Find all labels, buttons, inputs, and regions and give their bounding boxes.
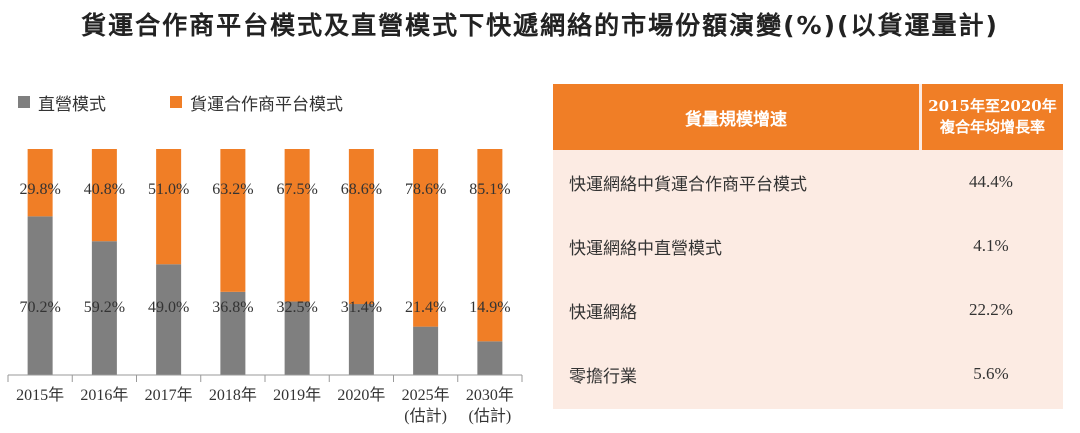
bar-platform: [27, 149, 53, 217]
data-label-platform: 29.8%: [19, 181, 60, 198]
data-label-direct: 21.4%: [405, 299, 446, 316]
table-row: 快運網絡 22.2%: [553, 278, 1063, 342]
bar-platform: [413, 149, 439, 327]
x-tick-label: 2015年: [16, 386, 64, 404]
x-tick-note: (估計): [404, 407, 447, 425]
data-label-direct: 14.9%: [469, 299, 510, 316]
chart-title: 貨運合作商平台模式及直營模式下快遞網絡的市場份額演變(%)(以貨運量計): [81, 11, 999, 40]
bar-platform: [348, 149, 374, 305]
bar-direct: [156, 264, 182, 375]
legend-label-direct: 直營模式: [38, 94, 106, 115]
table-row-value: 4.1%: [973, 236, 1009, 255]
table-header-left: 貨量規模增速: [553, 84, 919, 150]
legend-swatch-platform: [170, 96, 182, 108]
bar-direct: [220, 291, 246, 375]
bar-direct: [91, 241, 117, 375]
data-label-platform: 68.6%: [341, 181, 382, 198]
bar-platform: [91, 149, 117, 242]
bar-direct: [413, 326, 439, 375]
table-header-right-line1: 2015年至2020年: [928, 97, 1057, 115]
table-row-value: 44.4%: [969, 172, 1013, 191]
table-row: 快運網絡中貨運合作商平台模式 44.4%: [553, 150, 1063, 214]
x-tick-label: 2030年: [466, 386, 514, 404]
legend-item-direct: 直營模式: [18, 90, 106, 115]
legend: 直營模式 貨運合作商平台模式: [18, 88, 407, 116]
data-label-direct: 32.5%: [276, 299, 317, 316]
x-tick-label: 2020年: [337, 386, 385, 404]
bar-direct: [284, 301, 310, 375]
table-row: 零擔行業 5.6%: [553, 342, 1063, 406]
bar-platform: [220, 149, 246, 292]
x-tick-note: (估計): [469, 407, 512, 425]
data-label-platform: 51.0%: [148, 181, 189, 198]
stacked-bar-chart: 29.8% 70.2% 2015年 40.8% 59.2% 2016年 51.0% 49.0%…: [7, 149, 523, 425]
table-row-label: 快運網絡: [569, 302, 637, 323]
bar-direct: [348, 304, 374, 375]
bar-direct: [27, 216, 53, 375]
x-tick-label: 2018年: [209, 386, 257, 404]
bar-direct: [477, 341, 503, 375]
data-label-platform: 63.2%: [212, 181, 253, 198]
data-label-platform: 40.8%: [84, 181, 125, 198]
bar-platform: [477, 149, 503, 342]
legend-label-platform: 貨運合作商平台模式: [190, 94, 343, 115]
table-row: 快運網絡中直營模式 4.1%: [553, 214, 1063, 278]
legend-swatch-direct: [18, 96, 30, 108]
table-row-value: 22.2%: [969, 300, 1013, 319]
x-tick-label: 2025年: [402, 386, 450, 404]
table-row-label: 快運網絡中直營模式: [569, 238, 722, 259]
data-label-direct: 70.2%: [19, 299, 60, 316]
table-row-value: 5.6%: [973, 364, 1009, 383]
data-label-direct: 31.4%: [341, 299, 382, 316]
x-tick-label: 2016年: [80, 386, 128, 404]
growth-table: 貨量規模增速 2015年至2020年 複合年均增長率 快運網絡中貨運合作商平台模…: [553, 84, 1063, 409]
table-row-label: 快運網絡中貨運合作商平台模式: [569, 174, 807, 195]
bar-platform: [284, 149, 310, 302]
data-label-platform: 67.5%: [276, 181, 317, 198]
data-label-platform: 85.1%: [469, 181, 510, 198]
data-label-direct: 36.8%: [212, 299, 253, 316]
table-row-label: 零擔行業: [569, 366, 637, 387]
x-tick-label: 2019年: [273, 386, 321, 404]
bar-platform: [156, 149, 182, 265]
table-header-right-line2: 複合年均增長率: [939, 118, 1045, 136]
legend-item-platform: 貨運合作商平台模式: [170, 90, 343, 115]
data-label-direct: 49.0%: [148, 299, 189, 316]
data-label-platform: 78.6%: [405, 181, 446, 198]
table-header-right: 2015年至2020年 複合年均增長率: [922, 84, 1063, 150]
x-tick-label: 2017年: [145, 386, 193, 404]
table-header: 貨量規模增速 2015年至2020年 複合年均增長率: [553, 84, 1063, 150]
data-label-direct: 59.2%: [84, 299, 125, 316]
